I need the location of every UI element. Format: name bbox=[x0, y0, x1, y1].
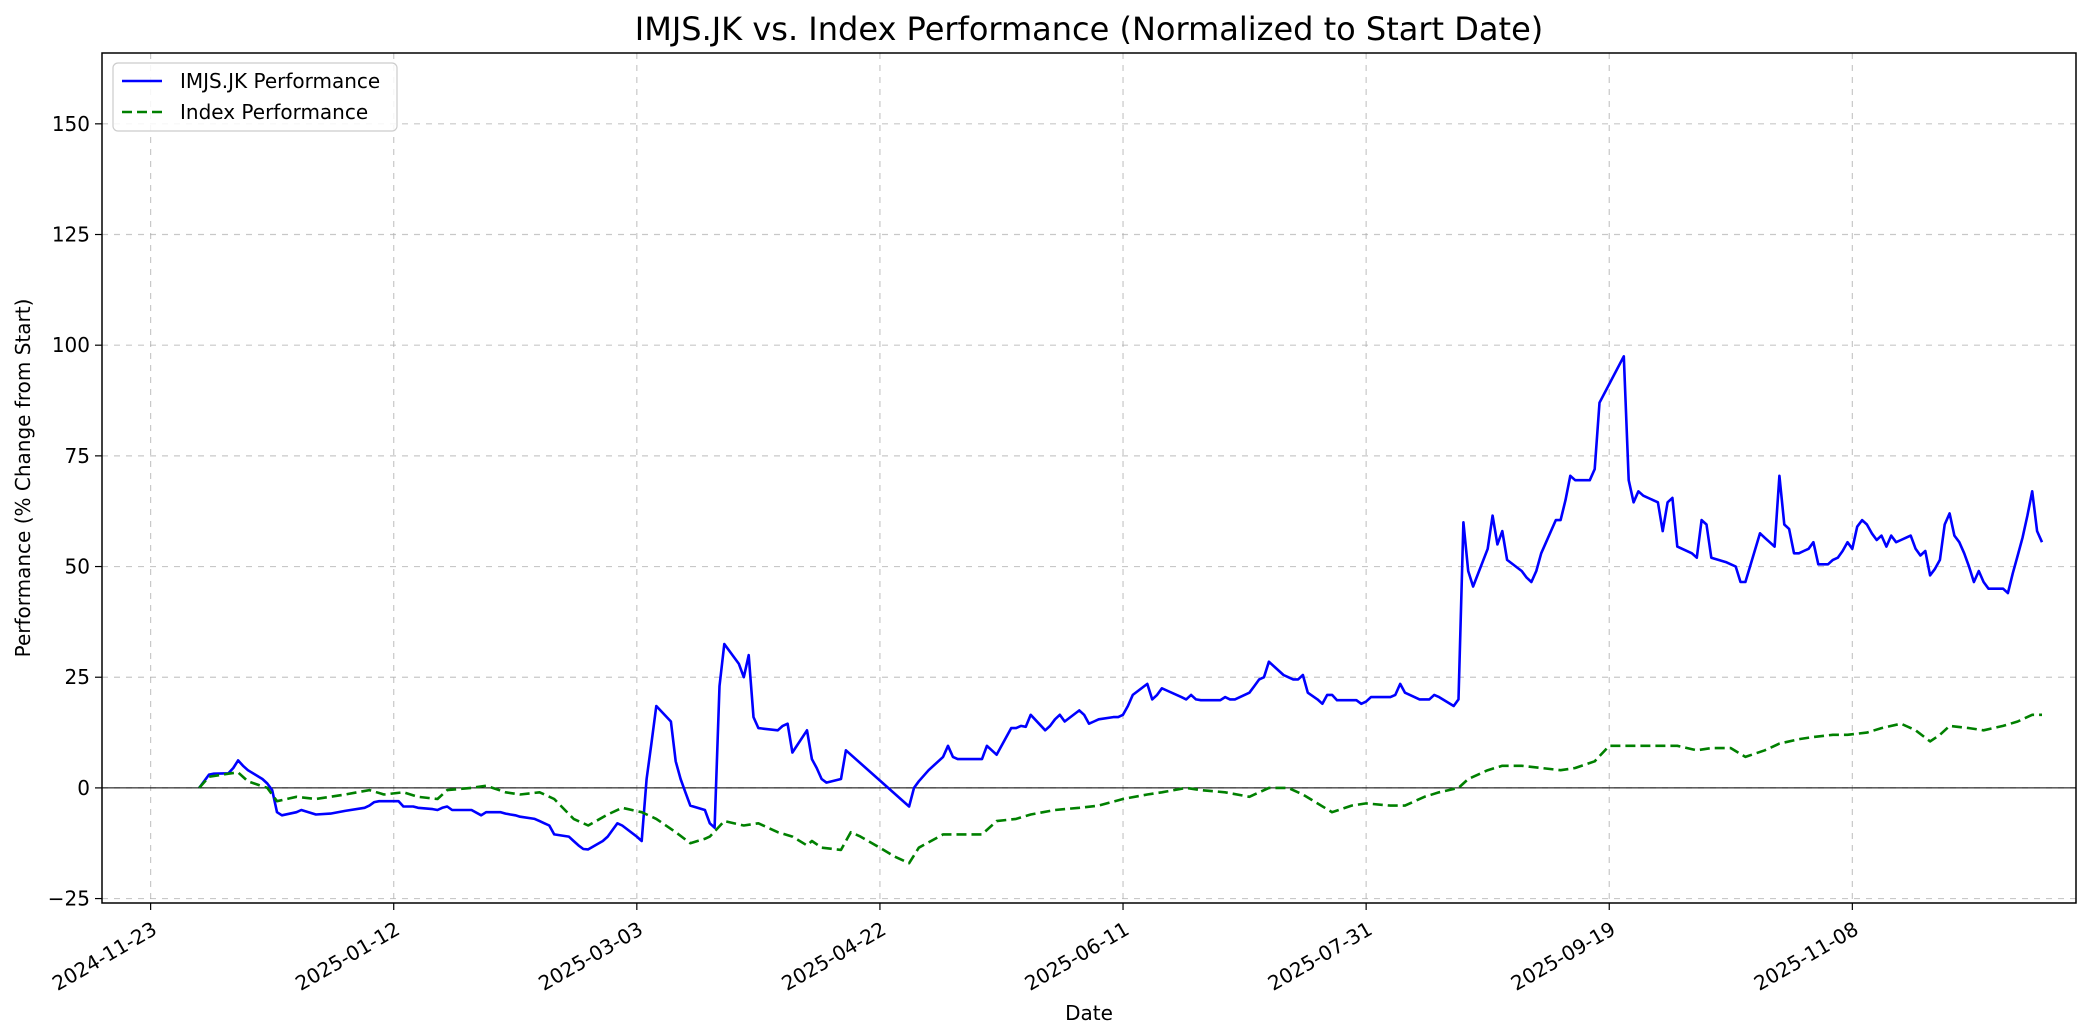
legend: IMJS.JK Performance Index Performance bbox=[112, 62, 398, 132]
chart-title: IMJS.JK vs. Index Performance (Normalize… bbox=[635, 10, 1543, 48]
x-tick-label: 2025-01-12 bbox=[291, 917, 404, 996]
x-tick-label: 2025-03-03 bbox=[534, 917, 647, 996]
y-tick-label: 25 bbox=[65, 665, 90, 689]
y-tick-label: 0 bbox=[77, 776, 90, 800]
y-tick-label: 100 bbox=[52, 333, 90, 357]
y-tick-label: 150 bbox=[52, 112, 90, 136]
y-tick-label: 125 bbox=[52, 223, 90, 247]
y-tick-label: 50 bbox=[65, 555, 90, 579]
x-tick-label: 2025-11-08 bbox=[1750, 917, 1863, 996]
legend-label-index: Index Performance bbox=[180, 100, 368, 124]
x-axis-label: Date bbox=[1065, 1001, 1113, 1025]
x-tick-label: 2025-09-19 bbox=[1507, 917, 1620, 996]
legend-label-imjs: IMJS.JK Performance bbox=[180, 69, 380, 93]
y-axis: −25 0 25 50 75 100 125 150 bbox=[48, 112, 102, 911]
y-tick-label: −25 bbox=[48, 887, 90, 911]
plot-frame bbox=[101, 52, 2077, 904]
series-line-index bbox=[198, 713, 2042, 865]
series-layer bbox=[198, 355, 2044, 865]
grid bbox=[102, 53, 2076, 903]
x-tick-label: 2025-07-31 bbox=[1264, 917, 1377, 996]
y-axis-label: Performance (% Change from Start) bbox=[11, 299, 35, 658]
x-axis: 2024-11-23 2025-01-12 2025-03-03 2025-04-22… bbox=[48, 903, 1862, 996]
x-tick-label: 2025-06-11 bbox=[1020, 917, 1133, 996]
series-line-imjs bbox=[198, 355, 2044, 851]
legend-box bbox=[112, 62, 398, 132]
y-tick-label: 75 bbox=[65, 444, 90, 468]
x-tick-label: 2025-04-22 bbox=[777, 917, 890, 996]
x-tick-label: 2024-11-23 bbox=[48, 917, 161, 996]
